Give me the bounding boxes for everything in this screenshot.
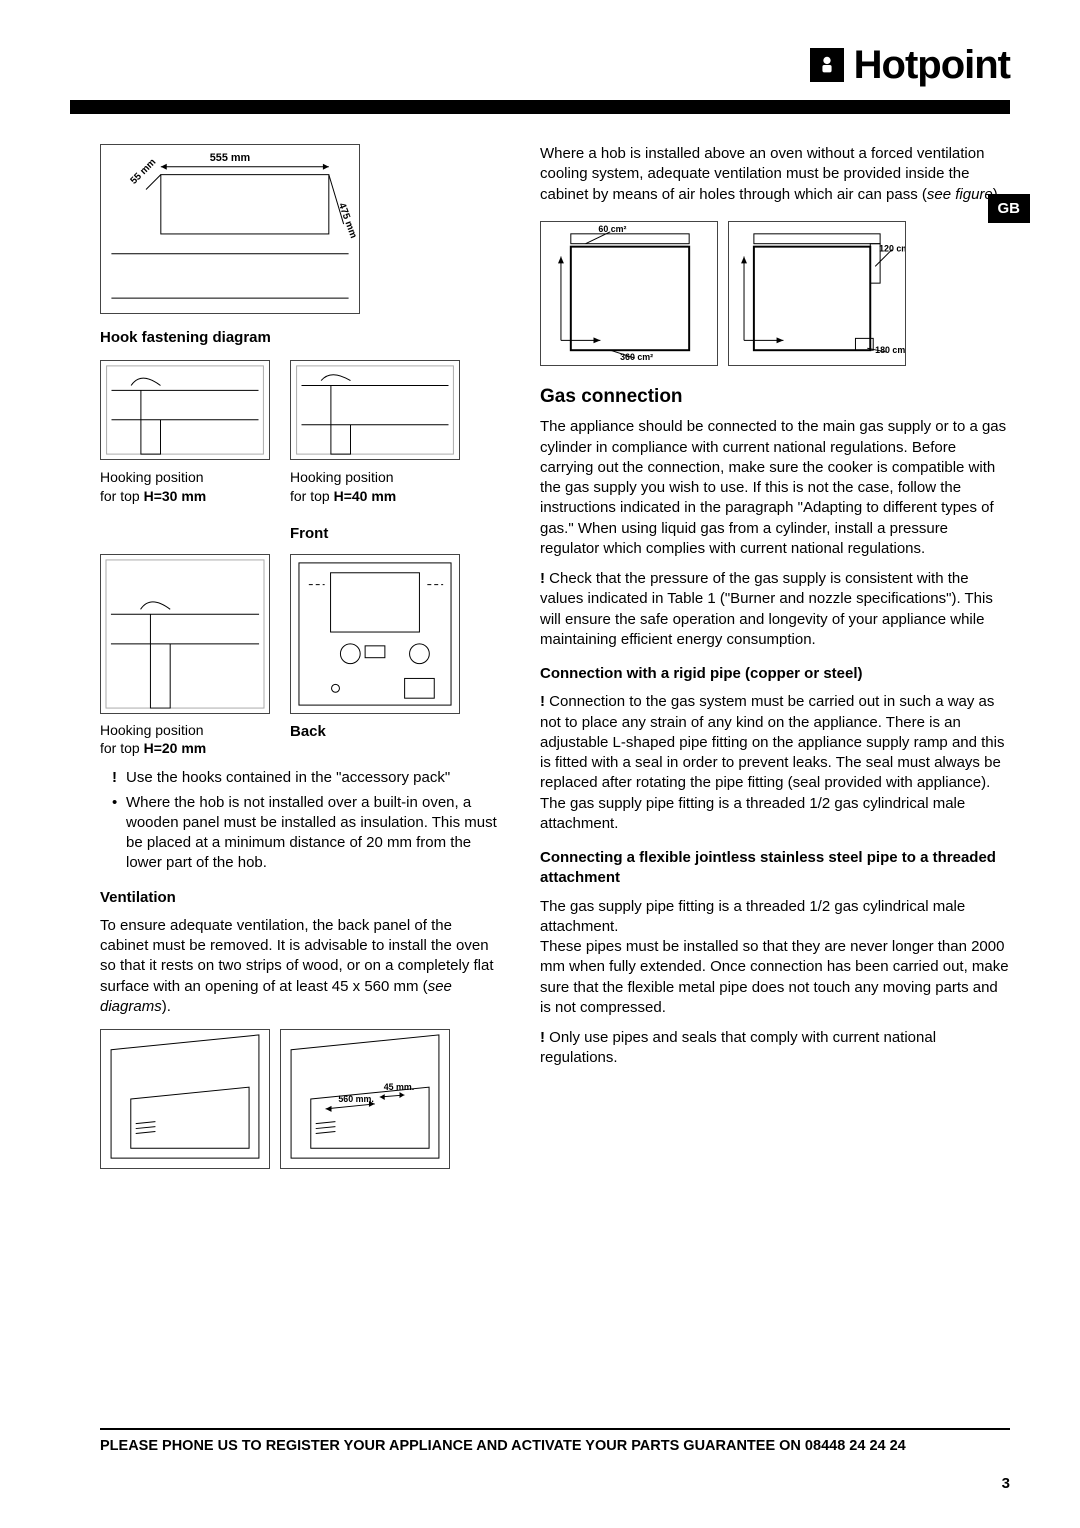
hook30-line1: Hooking position [100,469,204,485]
dim-555: 555 mm [210,152,250,164]
content-area: 555 mm 55 mm 475 mm Hook fastening diagr… [0,114,1080,1169]
gas-pressure-warning: Check that the pressure of the gas suppl… [540,569,1010,650]
hook20-pre: for top [100,740,144,756]
dim-55: 55 mm [128,157,158,187]
dim-120: 120 cm² [879,243,905,253]
hook20-line1: Hooking position [100,722,204,738]
ventilation-heading: Ventilation [100,888,500,908]
header-rule [70,100,1010,114]
hook40-line1: Hooking position [290,469,394,485]
right-column: Where a hob is installed above an oven w… [540,144,1010,1169]
dim-180: 180 cm² [875,345,905,355]
hook20-b: H=20 mm [144,740,207,756]
vent-560: 560 mm. [338,1094,373,1104]
page-number: 3 [1002,1475,1010,1492]
flexible-pipe-heading: Connecting a flexible jointless stainles… [540,848,1010,889]
ventilation-paragraph: To ensure adequate ventilation, the back… [100,916,500,1017]
hook30-caption: Hooking position for top H=30 mm [100,468,270,506]
hook-row-2 [100,554,500,714]
vent-diagram-1 [100,1029,270,1169]
hook-row-1: Hooking position for top H=30 mm Hooking… [100,360,500,506]
note-panel: Where the hob is not installed over a bu… [112,793,500,874]
hook30-pre: for top [100,488,144,504]
hook40-b: H=40 mm [334,488,397,504]
back-view-diagram [290,554,460,714]
hook40-pre: for top [290,488,334,504]
hook30-diagram [100,360,270,460]
dim-60: 60 cm² [598,224,626,234]
hook-notes-list: Use the hooks contained in the "accessor… [112,768,500,873]
rigid-pipe-heading: Connection with a rigid pipe (copper or … [540,664,1010,684]
hook20-diagram [100,554,270,714]
left-column: 555 mm 55 mm 475 mm Hook fastening diagr… [100,144,500,1169]
hook40-caption: Hooking position for top H=40 mm [290,468,460,506]
hook-diagram-heading: Hook fastening diagram [100,328,500,348]
vent-45: 45 mm. [384,1082,415,1092]
vent-text-2: ). [162,998,171,1015]
gas-paragraph: The appliance should be connected to the… [540,417,1010,559]
footer-registration: PLEASE PHONE US TO REGISTER YOUR APPLIAN… [100,1428,1010,1454]
cutout-diagram: 555 mm 55 mm 475 mm [100,144,360,314]
hook30-b: H=30 mm [144,488,207,504]
oven-intro-paragraph: Where a hob is installed above an oven w… [540,144,1010,205]
vent-diagram-2: 560 mm. 45 mm. [280,1029,450,1169]
hook40-diagram [290,360,460,460]
rigid-pipe-warning: Connection to the gas system must be car… [540,692,1010,834]
intro-1: Where a hob is installed above an oven w… [540,145,984,203]
front-label: Front [290,524,500,544]
brand-logo: Hotpoint [810,43,1010,88]
intro-it: see figure [927,186,993,203]
flexible-pipe-paragraph: The gas supply pipe fitting is a threade… [540,897,1010,1019]
gas-connection-heading: Gas connection [540,384,1010,410]
brand-name: Hotpoint [854,43,1010,88]
oven-diagram-1: 60 cm² 360 cm² [540,221,718,366]
dim-360: 360 cm² [620,352,653,362]
flexible-pipe-warning: Only use pipes and seals that comply wit… [540,1028,1010,1069]
ventilation-diagrams: 560 mm. 45 mm. [100,1029,500,1169]
oven-airflow-diagrams: 60 cm² 360 cm² 120 cm² [540,221,1010,366]
oven-diagram-2: 120 cm² 180 cm² [728,221,906,366]
brand-mark-icon [810,48,844,82]
language-badge: GB [988,194,1031,223]
dim-475: 475 mm [336,202,359,241]
note-hooks: Use the hooks contained in the "accessor… [112,768,500,788]
header: Hotpoint [0,0,1080,70]
